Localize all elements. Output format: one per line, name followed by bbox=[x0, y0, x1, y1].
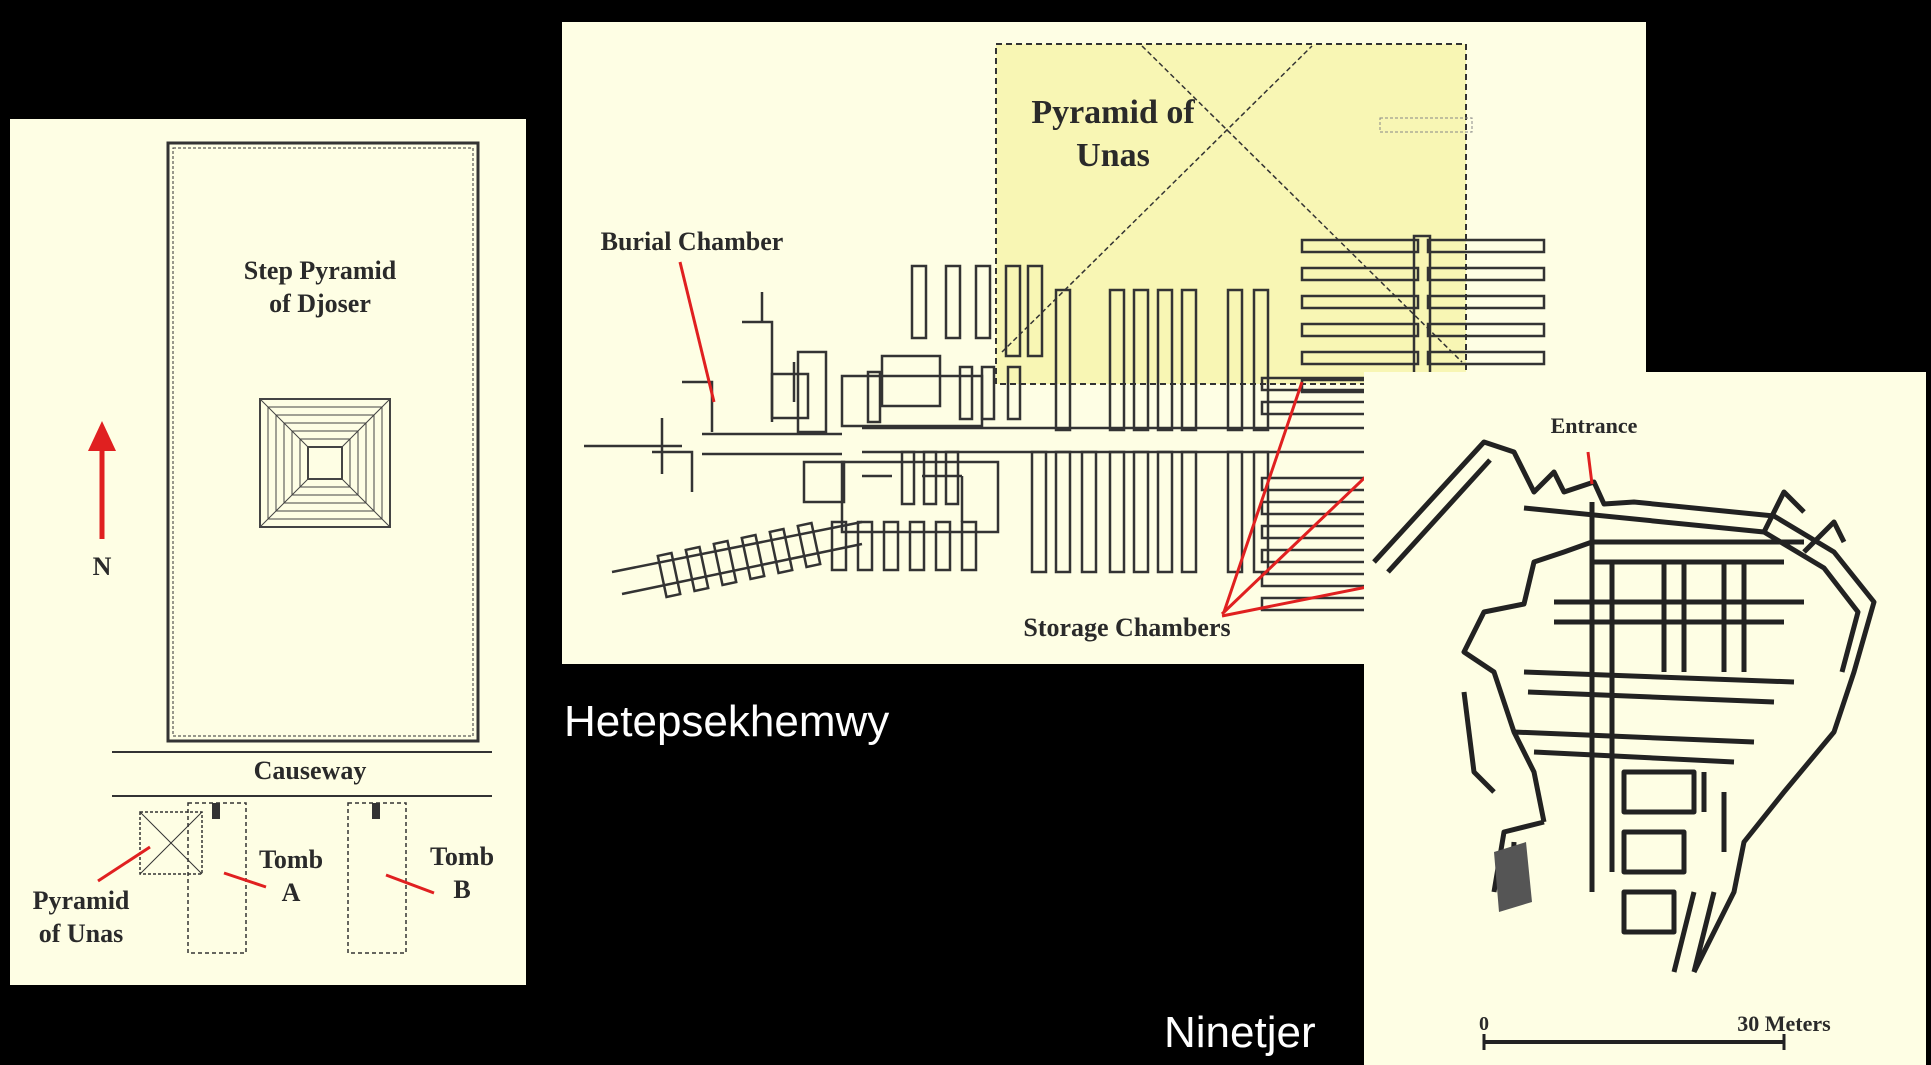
djoser-plan-drawing bbox=[88, 141, 492, 954]
unas-small-pyramid bbox=[139, 811, 203, 875]
north-label: N bbox=[92, 552, 112, 581]
ninetjer-caption: Ninetjer bbox=[1164, 1008, 1316, 1057]
scale-start-label: 0 bbox=[1479, 1013, 1489, 1035]
step-pyramid-shape bbox=[259, 398, 391, 528]
scale-end-label: 30 Meters bbox=[1737, 1011, 1831, 1036]
burial-chamber-label: Burial Chamber bbox=[600, 227, 784, 256]
causeway-label: Causeway bbox=[253, 756, 367, 785]
enclosure-wall bbox=[166, 141, 480, 743]
ninetjer-dark-chamber bbox=[1494, 842, 1532, 912]
unas-pyramid-label: Pyramid of Unas bbox=[1031, 94, 1195, 174]
djoser-complex-plan: Step Pyramid of Djoser N Causeway Tomb A T… bbox=[10, 119, 526, 985]
unas-label: Pyramid of Unas bbox=[32, 886, 130, 948]
unas-pyramid-footprint bbox=[996, 44, 1466, 384]
ninetjer-plan: Entrance 0 30 Meters bbox=[1364, 372, 1926, 1065]
ninetjer-plan-drawing bbox=[1372, 439, 1877, 1050]
step-pyramid-label: Step Pyramid of Djoser bbox=[243, 256, 397, 318]
storage-chambers-label: Storage Chambers bbox=[1023, 613, 1231, 642]
tomb-a-label: Tomb A bbox=[258, 845, 324, 907]
entrance-label: Entrance bbox=[1550, 413, 1638, 438]
ninetjer-gallery-walls bbox=[1372, 439, 1877, 974]
tomb-b-label: Tomb B bbox=[429, 842, 495, 904]
hetepsekhemwy-caption: Hetepsekhemwy bbox=[564, 697, 890, 746]
